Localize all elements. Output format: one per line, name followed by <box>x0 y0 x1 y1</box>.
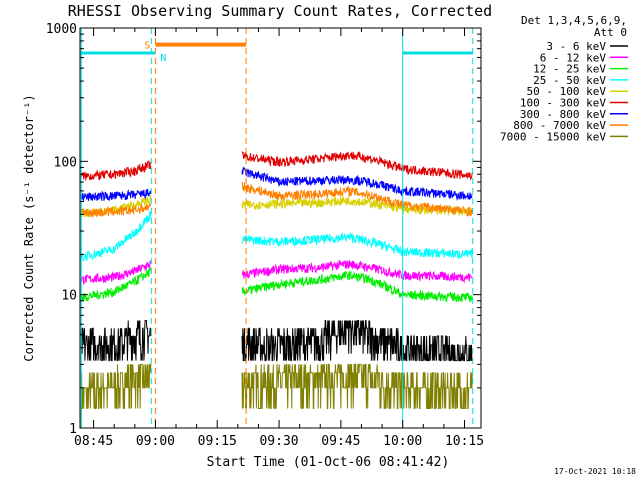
x-axis-label: Start Time (01-Oct-06 08:41:42) <box>207 455 450 470</box>
legend-label: 300 - 800 keV <box>520 108 606 121</box>
legend-header: Det 1,3,4,5,6,9, <box>521 14 627 27</box>
legend-label: 12 - 25 keV <box>533 63 606 76</box>
legend-label: 6 - 12 keV <box>540 51 607 64</box>
plot-frame <box>79 27 482 429</box>
night-flag-label: N <box>160 53 166 64</box>
y-tick-label: 10 <box>61 289 77 304</box>
series-line <box>80 166 473 202</box>
legend-label: 800 - 7000 keV <box>513 119 606 132</box>
series-line <box>80 259 473 286</box>
y-tick-label: 100 <box>54 155 77 170</box>
legend-header: Att 0 <box>594 26 627 39</box>
series-line <box>80 267 473 303</box>
x-tick-label: 09:15 <box>198 434 237 449</box>
saa-flag-label: S <box>144 41 150 52</box>
series-line <box>80 363 473 429</box>
legend-label: 50 - 100 keV <box>527 85 607 98</box>
axis-layer: 08:45 09:00 09:15 09:30 09:45 10:00 10:15 1 10 10… <box>46 22 484 449</box>
legend-label: 7000 - 15000 keV <box>500 130 606 143</box>
data-layer: SN <box>80 28 474 429</box>
x-tick-label: 10:15 <box>445 434 484 449</box>
series-line <box>80 182 473 218</box>
y-axis-label: Corrected Count Rate (s⁻¹ detector⁻¹) <box>22 94 36 361</box>
series-line <box>80 320 473 362</box>
legend-label: 25 - 50 keV <box>533 74 606 87</box>
series-line <box>80 195 473 218</box>
legend-label: 3 - 6 keV <box>546 40 606 53</box>
series-line <box>80 210 473 262</box>
x-tick-label: 09:30 <box>259 434 298 449</box>
y-tick-label: 1000 <box>46 22 77 37</box>
x-tick-label: 09:45 <box>321 434 360 449</box>
series-line <box>80 150 473 181</box>
x-tick-label: 10:00 <box>383 434 422 449</box>
x-tick-label: 08:45 <box>74 434 113 449</box>
chart-title: RHESSI Observing Summary Count Rates, Co… <box>68 2 492 20</box>
legend-label: 100 - 300 keV <box>520 97 606 110</box>
footer-timestamp: 17-Oct-2021 10:18 <box>554 467 636 476</box>
y-tick-label: 1 <box>69 422 77 437</box>
x-tick-label: 09:00 <box>136 434 175 449</box>
